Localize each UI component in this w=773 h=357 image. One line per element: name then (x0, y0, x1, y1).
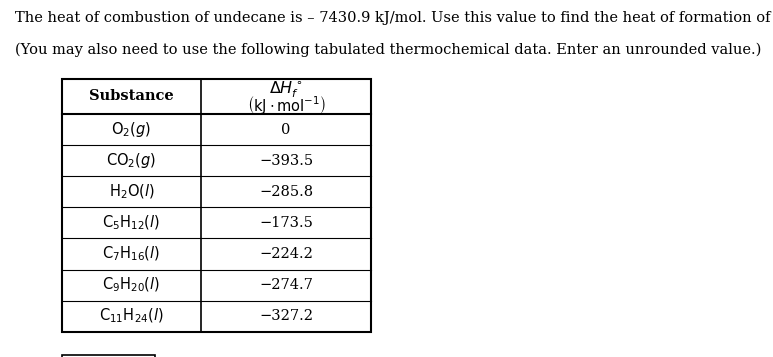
Text: $\mathrm{C_9H_{20}}(\mathit{l})$: $\mathrm{C_9H_{20}}(\mathit{l})$ (102, 276, 161, 294)
Text: $\mathrm{CO_2}(g)$: $\mathrm{CO_2}(g)$ (107, 151, 156, 170)
Text: Substance: Substance (89, 89, 174, 104)
Text: (You may also need to use the following tabulated thermochemical data. Enter an : (You may also need to use the following … (15, 43, 762, 57)
Text: $\mathrm{C_7H_{16}}(\mathit{l})$: $\mathrm{C_7H_{16}}(\mathit{l})$ (102, 245, 161, 263)
Text: −274.7: −274.7 (259, 278, 313, 292)
Text: −393.5: −393.5 (259, 154, 313, 168)
Text: $\left(\mathrm{kJ \cdot mol^{-1}}\right)$: $\left(\mathrm{kJ \cdot mol^{-1}}\right)… (247, 94, 325, 116)
Text: −224.2: −224.2 (259, 247, 313, 261)
Text: $\mathrm{C_5H_{12}}(\mathit{l})$: $\mathrm{C_5H_{12}}(\mathit{l})$ (102, 214, 161, 232)
Text: $\mathrm{H_2O}(\mathit{l})$: $\mathrm{H_2O}(\mathit{l})$ (108, 183, 155, 201)
Text: $\mathrm{O_2}(g)$: $\mathrm{O_2}(g)$ (111, 120, 152, 139)
Text: $\mathrm{C_{11}H_{24}}(\mathit{l})$: $\mathrm{C_{11}H_{24}}(\mathit{l})$ (99, 307, 164, 325)
Text: The heat of combustion of undecane is – 7430.9 kJ/mol. Use this value to find th: The heat of combustion of undecane is – … (15, 11, 773, 25)
Text: −327.2: −327.2 (259, 309, 313, 323)
Text: 0: 0 (281, 123, 291, 137)
Text: −173.5: −173.5 (259, 216, 313, 230)
Text: $\Delta H_f^\circ$: $\Delta H_f^\circ$ (269, 80, 303, 100)
Text: −285.8: −285.8 (259, 185, 313, 199)
